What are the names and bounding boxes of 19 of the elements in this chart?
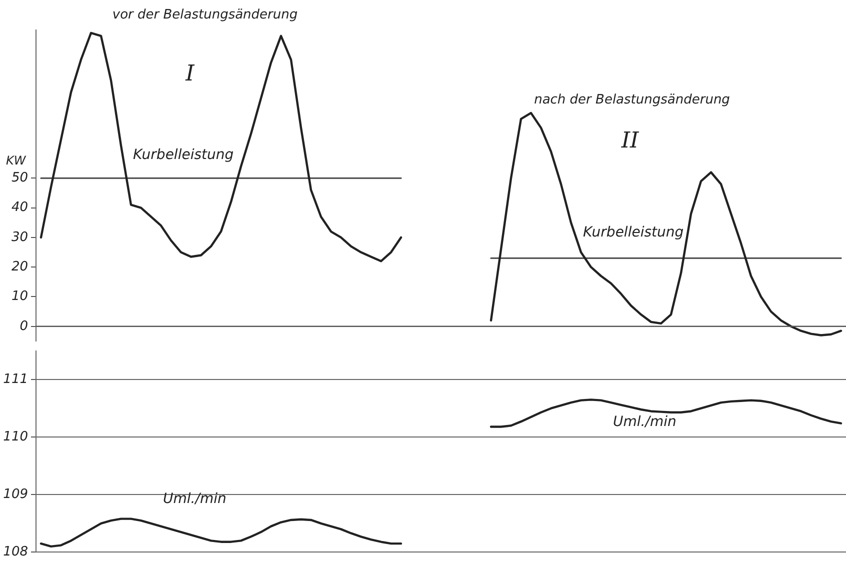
y-tick-label: 20: [11, 259, 28, 274]
series-label: Uml./min: [613, 414, 676, 430]
y-tick-label: 111: [3, 372, 28, 387]
annotation: II: [620, 128, 640, 154]
annotation: I: [184, 62, 196, 87]
y-tick-label: 40: [11, 200, 28, 216]
series-label: Kurbelleistung: [583, 224, 684, 240]
y-tick-label: 0: [20, 318, 28, 334]
text: vor der Belastungsänderung: [112, 7, 298, 22]
y-tick-label: 109: [3, 487, 28, 502]
y-axis-title: KW: [6, 153, 27, 168]
y-tick-label: 30: [11, 230, 28, 245]
series-label: Kurbelleistung: [133, 147, 234, 164]
y-tick-label: 110: [3, 429, 28, 444]
y-tick-label: 10: [11, 289, 28, 304]
y-tick-label: 108: [3, 544, 28, 560]
annotation: nach der Belastungsänderung: [534, 92, 730, 108]
series-label: Uml./min: [163, 491, 226, 508]
y-tick-label: 50: [11, 170, 28, 186]
